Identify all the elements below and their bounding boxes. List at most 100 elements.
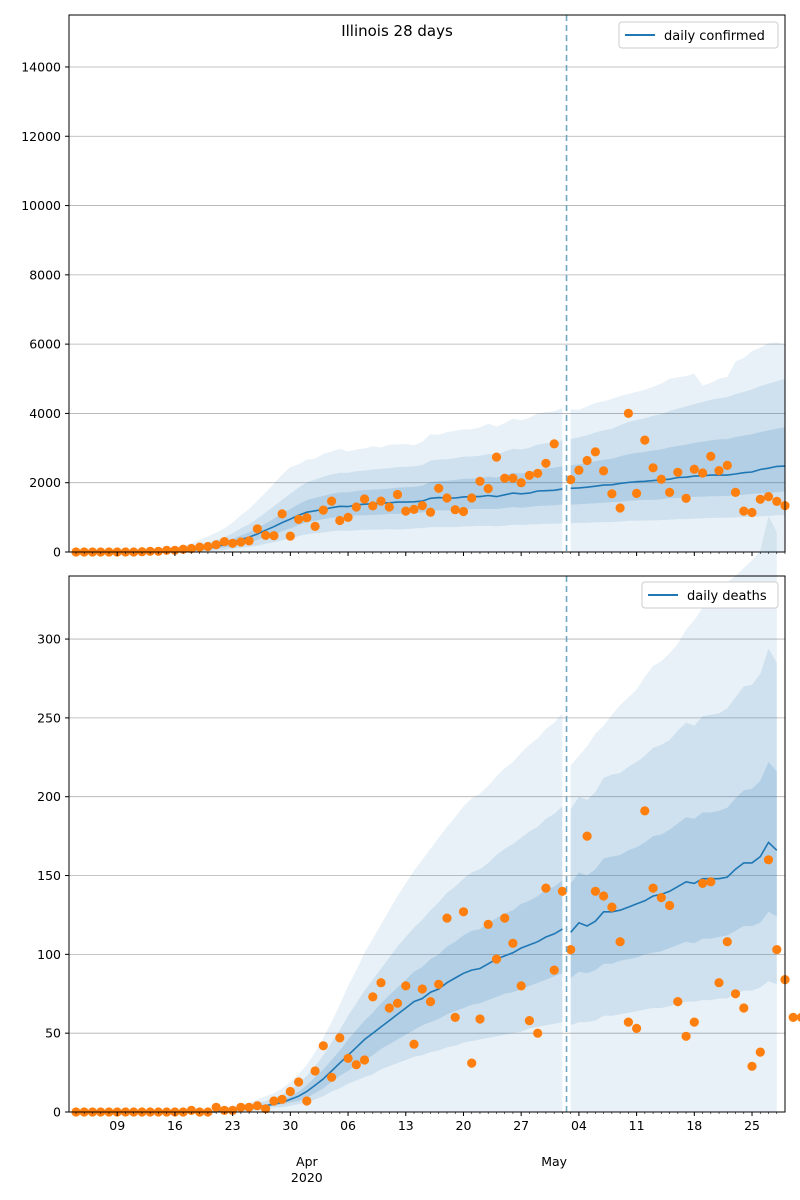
observed-point (228, 1105, 238, 1115)
observed-point (450, 1012, 460, 1023)
y-tick-label: 300 (37, 632, 61, 647)
observed-point (392, 489, 403, 500)
observed-point (722, 460, 732, 470)
x-tick-label: 25 (744, 1118, 760, 1133)
legend-box (641, 581, 779, 609)
axes-frame (68, 14, 786, 553)
observed-point (285, 531, 295, 541)
observed-point (623, 408, 634, 418)
x-tick-label: 27 (513, 1118, 529, 1133)
observed-point (277, 1094, 287, 1104)
observed-point (294, 514, 304, 525)
observed-point (566, 475, 576, 485)
observed-point (417, 501, 427, 511)
band-95 (570, 342, 785, 552)
observed-point (491, 452, 502, 462)
observed-point (772, 945, 782, 955)
observed-point (244, 536, 254, 546)
observed-point (269, 531, 279, 541)
observed-point (665, 487, 675, 497)
observed-point (327, 1072, 337, 1082)
observed-point (211, 1102, 221, 1112)
observed-point (673, 997, 683, 1007)
observed-point (623, 1017, 634, 1027)
observed-point (656, 893, 666, 903)
observed-point (796, 1013, 800, 1022)
observed-point (310, 521, 320, 532)
observed-point (285, 1086, 295, 1097)
observed-point (153, 546, 163, 556)
y-tick-label: 14000 (21, 59, 61, 74)
y-axis-ticks: 0 2000 4000 6000 8000 10000 12000 14000 (21, 59, 69, 560)
observed-point (442, 913, 452, 923)
band-80 (570, 648, 777, 1026)
band-50 (570, 427, 785, 505)
observed-point (335, 515, 345, 526)
observed-point (730, 487, 741, 497)
observed-point (219, 1105, 229, 1115)
y-gridlines (69, 66, 785, 484)
y-tick-label: 0 (53, 545, 61, 560)
observed-point (730, 989, 741, 999)
observed-point (739, 506, 749, 516)
observed-point (491, 954, 502, 964)
legend: daily deaths (641, 581, 779, 609)
x-tick-label: 20 (456, 1118, 472, 1133)
legend: daily confirmed (618, 21, 779, 49)
observed-point (681, 493, 691, 503)
observed-point (318, 1041, 328, 1051)
observed-point (351, 502, 361, 512)
observed-point (582, 831, 592, 841)
observed-point (533, 1028, 543, 1038)
observed-point (524, 1016, 535, 1026)
y-gridlines (69, 638, 785, 1034)
observed-point (615, 503, 625, 513)
observed-point (409, 1039, 419, 1049)
observed-point (458, 907, 469, 917)
observed-point (698, 468, 708, 478)
observed-point (170, 545, 180, 555)
observed-point (673, 467, 683, 477)
observed-point (252, 1101, 262, 1111)
y-tick-label: 8000 (29, 267, 61, 282)
observed-point (582, 455, 592, 466)
observed-point (203, 541, 213, 552)
observed-point (706, 877, 716, 887)
observed-point (714, 466, 724, 476)
observed-point (318, 505, 328, 515)
observed-point (763, 492, 774, 502)
observed-point (236, 537, 246, 547)
year-label: 2020 (291, 1170, 323, 1185)
band-95 (76, 407, 563, 552)
observed-point (648, 883, 658, 893)
observed-point (640, 435, 650, 445)
observed-point (508, 938, 518, 948)
observed-point (508, 473, 518, 483)
legend-label: daily deaths (687, 589, 767, 604)
observed-point (368, 992, 378, 1002)
x-tick-label: 16 (167, 1118, 183, 1133)
observed-point (162, 545, 172, 555)
observed-point (376, 496, 386, 506)
observed-point (755, 1047, 765, 1057)
legend-label: daily confirmed (664, 29, 765, 44)
observed-point (475, 476, 485, 486)
x-tick-label: 18 (686, 1118, 702, 1133)
uncertainty-bands (76, 516, 777, 1112)
observed-point (145, 546, 155, 556)
band-50 (570, 762, 777, 978)
observed-point (590, 447, 601, 457)
band-95 (570, 516, 777, 1112)
chart-title: Illinois 28 days (341, 22, 453, 40)
observed-point (632, 1023, 642, 1033)
observed-point (706, 451, 716, 461)
observed-point (500, 473, 510, 483)
x-tick-label: 13 (398, 1118, 414, 1133)
x-axis-ticks: 09 16 23 30 06 13 20 27 04 11 18 25 (75, 1112, 778, 1133)
observed-point (763, 855, 774, 865)
x-tick-label: 23 (225, 1118, 241, 1133)
observed-point (384, 502, 394, 512)
observed-point (467, 493, 477, 503)
observed-point (665, 900, 675, 911)
